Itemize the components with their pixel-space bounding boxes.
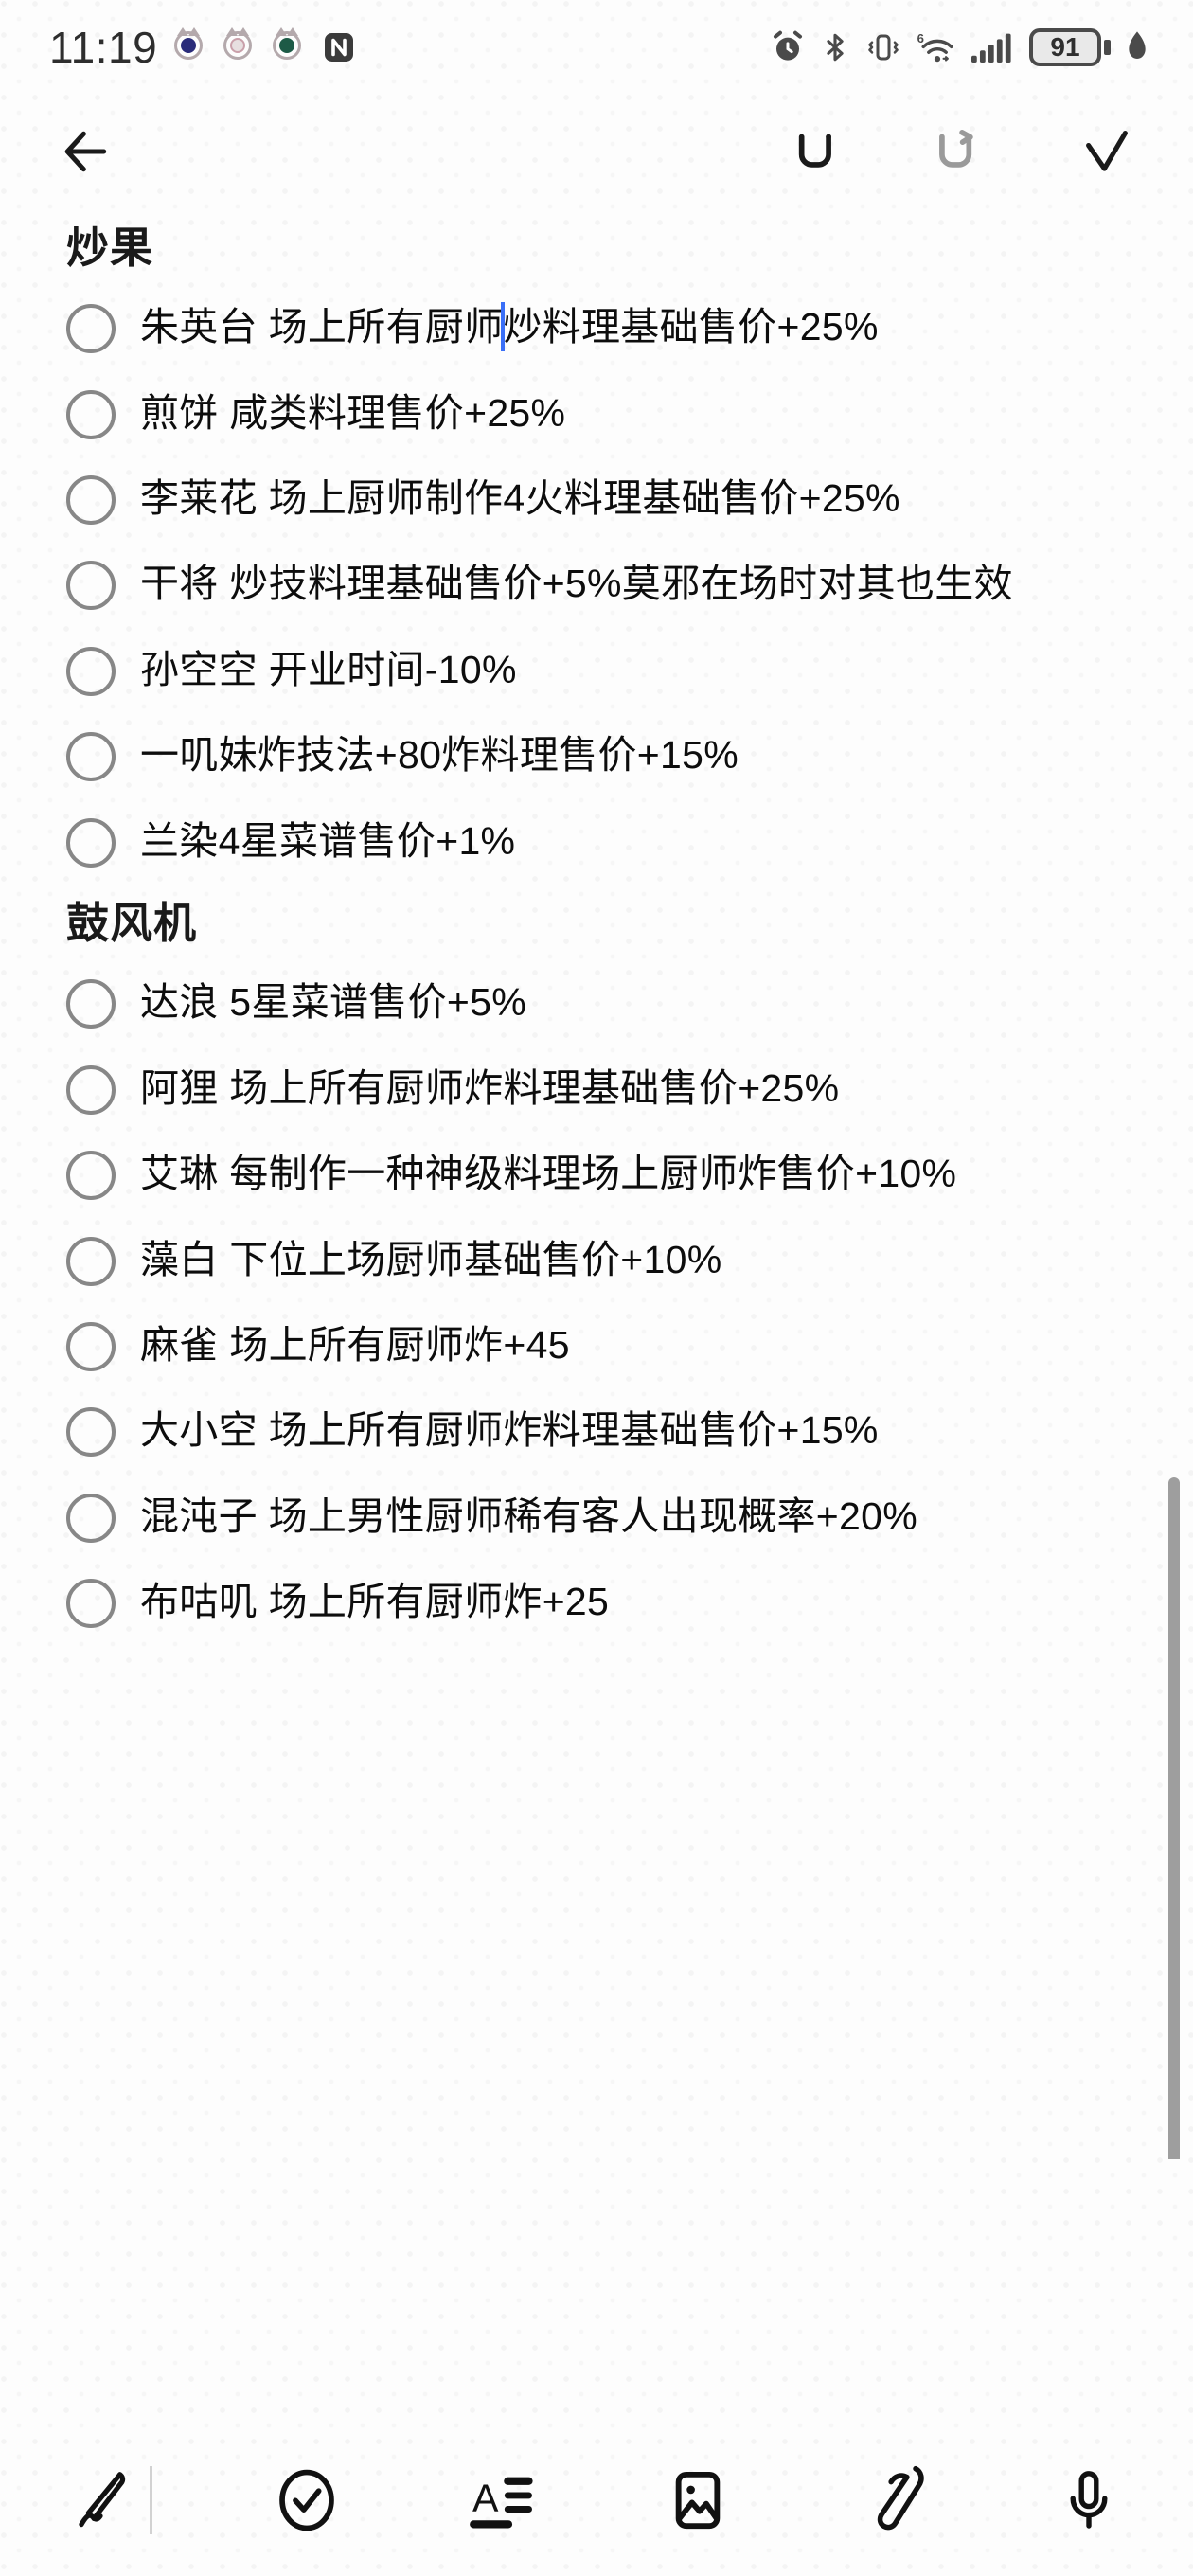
note-content-area[interactable]: 炒果朱英台 场上所有厨师炒料理基础售价+25% 煎饼 咸类料理售价+25% 李莱花 … xyxy=(0,208,1193,2159)
todo-row[interactable]: 兰染4星菜谱售价+1% xyxy=(0,798,1144,884)
todo-row[interactable]: 艾琳 每制作一种神级料理场上厨师炸售价+10% xyxy=(0,1131,1144,1216)
cat-app-icon-pink xyxy=(223,27,256,63)
status-bar-left: 11:19 xyxy=(49,26,356,69)
todo-checkbox-unchecked-icon[interactable] xyxy=(66,646,116,696)
todo-text[interactable]: 朱英台 场上所有厨师炒料理基础售价+25% xyxy=(140,295,1144,358)
todo-row[interactable]: 一叽妹炸技法+80炸料理售价+15% xyxy=(0,712,1144,797)
todo-checkbox-unchecked-icon[interactable] xyxy=(66,475,116,526)
todo-checkbox-unchecked-icon[interactable] xyxy=(66,1236,116,1286)
todo-row[interactable]: 煎饼 咸类料理售价+25% xyxy=(0,370,1144,456)
todo-row[interactable]: 朱英台 场上所有厨师炒料理基础售价+25% xyxy=(0,284,1144,369)
todo-text[interactable]: 李莱花 场上厨师制作4火料理基础售价+25% xyxy=(140,476,900,521)
note-block-list: 炒果朱英台 场上所有厨师炒料理基础售价+25% 煎饼 咸类料理售价+25% 李莱花 … xyxy=(0,208,1144,1645)
todo-text[interactable]: 艾琳 每制作一种神级料理场上厨师炸售价+10% xyxy=(140,1152,957,1196)
todo-text[interactable]: 兰染4星菜谱售价+1% xyxy=(140,818,516,863)
todo-text[interactable]: 藻白 下位上场厨师基础售价+10% xyxy=(140,1237,722,1281)
handwriting-pen-icon[interactable] xyxy=(61,2457,148,2544)
todo-row[interactable]: 混沌子 场上男性厨师稀有客人出现概率+20% xyxy=(0,1474,1144,1559)
todo-row[interactable]: 大小空 场上所有厨师炸料理基础售价+15% xyxy=(0,1387,1144,1473)
scrollbar-track[interactable] xyxy=(1168,208,1180,2159)
redo-icon[interactable] xyxy=(922,115,996,188)
todo-text[interactable]: 煎饼 咸类料理售价+25% xyxy=(140,390,566,435)
done-checkmark-icon[interactable] xyxy=(1070,115,1144,188)
todo-checkbox-unchecked-icon[interactable] xyxy=(66,732,116,782)
editor-bottom-toolbar: A xyxy=(0,2424,1193,2576)
todo-row[interactable]: 孙空空 开业时间-10% xyxy=(0,627,1144,712)
todo-row[interactable]: 阿狸 场上所有厨师炸料理基础售价+25% xyxy=(0,1046,1144,1131)
todo-text[interactable]: 一叽妹炸技法+80炸料理售价+15% xyxy=(140,733,739,778)
todo-row[interactable]: 布咕叽 场上所有厨师炸+25 xyxy=(0,1559,1144,1644)
todo-row[interactable]: 达浪 5星菜谱售价+5% xyxy=(0,959,1144,1045)
todo-checkbox-unchecked-icon[interactable] xyxy=(66,389,116,439)
nfc-icon xyxy=(322,30,356,64)
battery-percent-label: 91 xyxy=(1050,32,1080,62)
todo-text[interactable]: 麻雀 场上所有厨师炸+45 xyxy=(140,1322,570,1367)
todo-text-after-caret: 炒料理基础售价+25% xyxy=(503,305,879,349)
svg-text:A: A xyxy=(472,2476,499,2519)
todo-text[interactable]: 大小空 场上所有厨师炸料理基础售价+15% xyxy=(140,1408,879,1453)
todo-checkbox-unchecked-icon[interactable] xyxy=(66,304,116,354)
status-bar-right: 6 91 xyxy=(769,28,1151,66)
todo-checkbox-unchecked-icon[interactable] xyxy=(66,817,116,868)
microphone-icon[interactable] xyxy=(1045,2457,1132,2544)
todo-row[interactable]: 藻白 下位上场厨师基础售价+10% xyxy=(0,1217,1144,1302)
status-bar: 11:19 xyxy=(0,0,1193,95)
editor-top-toolbar xyxy=(0,95,1193,208)
todo-text[interactable]: 孙空空 开业时间-10% xyxy=(140,647,517,691)
bluetooth-icon xyxy=(819,28,851,66)
checklist-icon[interactable] xyxy=(263,2457,350,2544)
cat-app-icon-blue xyxy=(174,27,206,63)
vibrate-icon xyxy=(864,28,903,66)
todo-text[interactable]: 达浪 5星菜谱售价+5% xyxy=(140,980,526,1025)
battery-nub xyxy=(1104,40,1111,55)
todo-text[interactable]: 干将 炒技料理基础售价+5%莫邪在场时对其也生效 xyxy=(140,562,1013,606)
text-format-icon[interactable]: A xyxy=(458,2457,545,2544)
wifi-generation-label: 6 xyxy=(917,31,924,45)
section-heading: 鼓风机 xyxy=(66,899,198,948)
text-cursor-caret xyxy=(501,302,506,352)
todo-text[interactable]: 阿狸 场上所有厨师炸料理基础售价+25% xyxy=(140,1065,840,1110)
signal-bars-icon xyxy=(971,28,1017,66)
todo-checkbox-unchecked-icon[interactable] xyxy=(66,1321,116,1371)
todo-checkbox-unchecked-icon[interactable] xyxy=(66,1493,116,1543)
todo-checkbox-unchecked-icon[interactable] xyxy=(66,1064,116,1115)
wifi-6-icon: 6 xyxy=(916,28,959,66)
alarm-icon xyxy=(769,28,807,66)
section-heading: 炒果 xyxy=(66,224,154,272)
attachment-paperclip-icon[interactable] xyxy=(849,2457,936,2544)
todo-row[interactable]: 李莱花 场上厨师制作4火料理基础售价+25% xyxy=(0,456,1144,541)
cat-app-icon-green xyxy=(273,27,305,63)
todo-checkbox-unchecked-icon[interactable] xyxy=(66,1407,116,1458)
todo-checkbox-unchecked-icon[interactable] xyxy=(66,561,116,611)
todo-checkbox-unchecked-icon[interactable] xyxy=(66,1151,116,1201)
toolbar-divider xyxy=(150,2466,152,2534)
todo-text[interactable]: 混沌子 场上男性厨师稀有客人出现概率+20% xyxy=(140,1494,917,1538)
todo-row[interactable]: 麻雀 场上所有厨师炸+45 xyxy=(0,1302,1144,1387)
todo-text-before-caret: 朱英台 场上所有厨师 xyxy=(140,305,504,349)
scrollbar-thumb[interactable] xyxy=(1168,1477,1180,2159)
todo-checkbox-unchecked-icon[interactable] xyxy=(66,979,116,1029)
todo-row[interactable]: 干将 炒技料理基础售价+5%莫邪在场时对其也生效 xyxy=(0,541,1144,626)
todo-checkbox-unchecked-icon[interactable] xyxy=(66,1579,116,1629)
image-icon[interactable] xyxy=(654,2457,741,2544)
status-clock: 11:19 xyxy=(49,23,158,72)
battery-indicator: 91 xyxy=(1029,28,1111,66)
leaf-icon xyxy=(1123,28,1151,66)
undo-icon[interactable] xyxy=(775,115,848,188)
todo-text[interactable]: 布咕叽 场上所有厨师炸+25 xyxy=(140,1580,610,1624)
back-arrow-icon[interactable] xyxy=(49,115,123,188)
